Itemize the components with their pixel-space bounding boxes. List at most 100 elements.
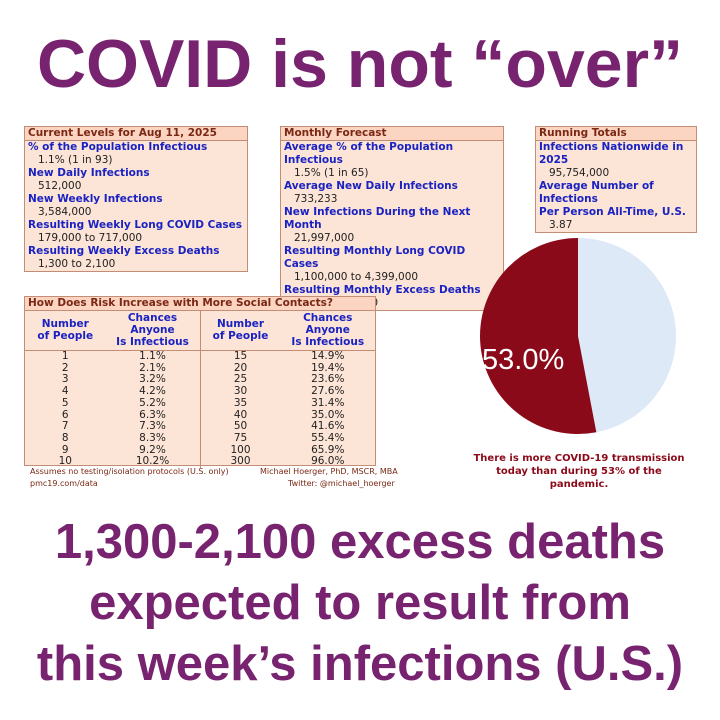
header-line: Number [41, 318, 89, 330]
chance-cell: 5.2% [139, 396, 166, 409]
bottom-line: this week’s infections (U.S.) [36, 637, 684, 691]
number-cell: 35 [199, 397, 281, 410]
number-cell: 300 [199, 456, 281, 469]
monthly-item: New Infections During the Next Month 21,… [281, 206, 503, 245]
current-item: New Weekly Infections 3,584,000 [25, 193, 247, 219]
current-levels-box: Current Levels for Aug 11, 2025 % of the… [24, 126, 248, 272]
monthly-item-label: Average New Daily Infections [284, 180, 458, 192]
footnote-assumes: Assumes no testing/isolation protocols (… [30, 467, 229, 476]
number-cell: 20 [199, 362, 281, 375]
chance-cell: 4.2% [139, 385, 166, 398]
running-item-value: 95,754,000 [549, 167, 610, 179]
current-item-value: 1.1% (1 in 93) [38, 154, 113, 166]
chance-cell: 9.2% [139, 443, 166, 456]
headline: COVID is not “over” [36, 26, 684, 102]
monthly-item: Average New Daily Infections 733,233 [281, 180, 503, 206]
current-item-label: Resulting Weekly Long COVID Cases [28, 219, 243, 231]
number-cell: 50 [199, 421, 281, 433]
monthly-forecast-box: Monthly Forecast Average % of the Popula… [280, 126, 504, 311]
chance-cell: 23.6% [311, 373, 345, 386]
risk-table: Number of People Chances Anyone Is Infec… [25, 311, 375, 469]
chance-cell: 55.4% [311, 431, 345, 444]
current-item: Resulting Weekly Long COVID Cases 179,00… [25, 219, 247, 245]
pie-caption: There is more COVID-19 transmission toda… [473, 453, 685, 490]
number-cell: 3 [61, 373, 69, 386]
number-cell: 2 [61, 361, 69, 374]
pie-slice-label: 53.0% [482, 344, 565, 376]
number-cell: 5 [61, 396, 69, 409]
current-item-label: New Daily Infections [28, 167, 150, 179]
footnote-site: pmc19.com/data [30, 479, 98, 488]
number-cell: 1 [61, 350, 69, 362]
monthly-item: Resulting Monthly Long COVID Cases 1,100… [281, 245, 503, 284]
chance-cell: 96.0% [311, 455, 345, 468]
risk-table-box: How Does Risk Increase with More Social … [24, 296, 376, 469]
monthly-item-value: 1,100,000 to 4,399,000 [294, 271, 419, 283]
table-row: 4 4.2% 30 27.6% [25, 385, 375, 398]
monthly-item-value: 1.5% (1 in 65) [294, 167, 369, 179]
monthly-item-label: New Infections During the Next Month [284, 206, 471, 231]
current-item: New Daily Infections 512,000 [25, 167, 247, 193]
chance-cell: 3.2% [139, 373, 166, 386]
chance-cell: 65.9% [311, 443, 345, 456]
monthly-item-label: Average % of the Population Infectious [284, 141, 454, 166]
chance-cell: 1.1% [139, 350, 166, 362]
header-line: Chances Anyone [303, 312, 353, 336]
current-item-value: 179,000 to 717,000 [38, 232, 143, 244]
current-item-label: New Weekly Infections [28, 193, 163, 205]
current-item-value: 3,584,000 [38, 206, 92, 218]
chance-cell: 8.3% [139, 431, 166, 444]
current-item: % of the Population Infectious 1.1% (1 i… [25, 141, 247, 167]
number-cell: 7 [61, 420, 69, 433]
number-cell: 4 [61, 385, 69, 398]
monthly-item-label: Resulting Monthly Excess Deaths [284, 284, 481, 296]
number-cell: 15 [199, 350, 281, 363]
chance-cell: 41.6% [311, 420, 345, 433]
current-item: Resulting Weekly Excess Deaths 1,300 to … [25, 245, 247, 271]
running-item-label: Average Number of Infections [539, 180, 654, 205]
monthly-item-label: Resulting Monthly Long COVID Cases [284, 245, 466, 270]
pie-chart [479, 238, 676, 434]
column-header-number: Number of People [25, 311, 106, 351]
footnote-author: Michael Hoerger, PhD, MSCR, MBA [260, 467, 398, 476]
current-item-value: 1,300 to 2,100 [38, 258, 116, 270]
chance-cell: 35.0% [311, 408, 345, 421]
chance-cell: 7.3% [139, 420, 166, 433]
table-row: 5 5.2% 35 31.4% [25, 396, 375, 410]
number-cell: 6 [61, 408, 69, 421]
header-line: Is Infectious [291, 336, 365, 348]
header-line: Is Infectious [116, 336, 189, 348]
table-row: 8 8.3% 75 55.4% [25, 431, 375, 445]
number-cell: 40 [199, 409, 281, 422]
header-line: of People [212, 330, 269, 342]
chance-cell: 27.6% [311, 385, 345, 398]
risk-table-header-row: Number of People Chances Anyone Is Infec… [25, 311, 375, 351]
pie-slice-remaining [578, 238, 676, 433]
number-cell: 9 [61, 443, 69, 456]
bottom-message: 1,300-2,100 excess deaths expected to re… [0, 512, 720, 695]
bottom-line: expected to result from [89, 576, 631, 630]
chance-cell: 14.9% [311, 350, 345, 362]
pie-slice-current [479, 238, 597, 434]
chance-cell: 31.4% [311, 396, 345, 409]
column-header-chances: Chances Anyone Is Infectious [280, 311, 375, 351]
chance-cell: 6.3% [139, 408, 166, 421]
header-line: of People [37, 330, 94, 342]
current-item-label: % of the Population Infectious [28, 141, 208, 153]
running-item-label: Infections Nationwide in 2025 [539, 141, 684, 166]
chance-cell: 2.1% [139, 361, 166, 374]
header-line: Chances Anyone [127, 312, 178, 336]
table-row: 9 9.2% 100 65.9% [25, 443, 375, 457]
current-levels-title: Current Levels for Aug 11, 2025 [25, 127, 247, 141]
table-row: 1 1.1% 15 14.9% [25, 350, 375, 363]
current-item-value: 512,000 [38, 180, 82, 192]
table-row: 6 6.3% 40 35.0% [25, 408, 375, 422]
chance-cell: 19.4% [311, 361, 345, 374]
table-row: 2 2.1% 20 19.4% [25, 361, 375, 375]
column-header-number: Number of People [199, 311, 281, 351]
running-totals-box: Running Totals Infections Nationwide in … [535, 126, 697, 233]
footnote-twitter: Twitter: @michael_hoerger [288, 479, 395, 488]
number-cell: 30 [199, 385, 281, 398]
number-cell: 75 [199, 432, 281, 445]
table-row: 3 3.2% 25 23.6% [25, 373, 375, 387]
